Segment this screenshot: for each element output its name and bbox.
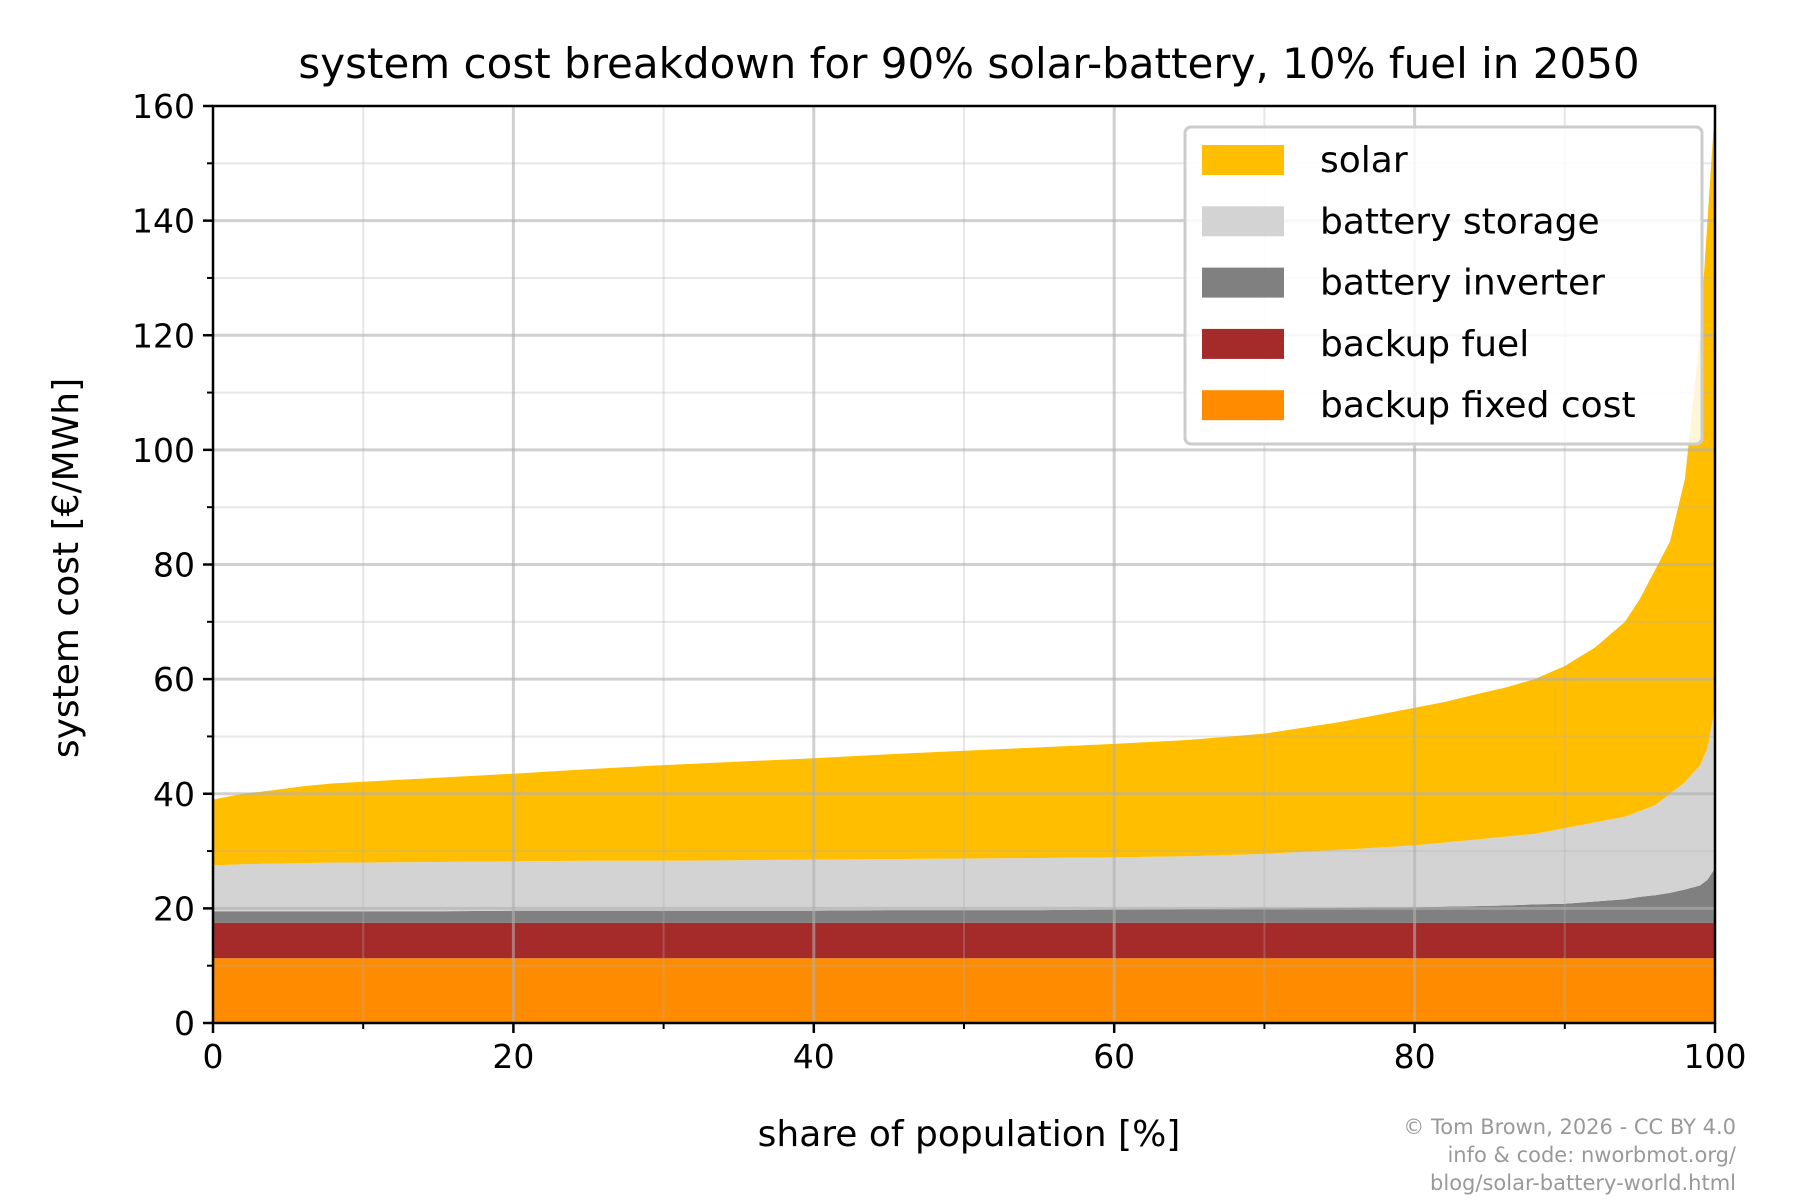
areas xyxy=(213,106,1715,1023)
x-tick-label: 40 xyxy=(793,1037,835,1076)
legend-label: backup fuel xyxy=(1320,324,1529,365)
credit-line-2: info & code: nworbmot.org/ xyxy=(1447,1143,1736,1167)
x-axis-label: share of population [%] xyxy=(758,1114,1181,1155)
area-backup-fixed-cost xyxy=(213,958,1715,1023)
legend-label: battery storage xyxy=(1320,201,1600,242)
ticks: 0 20 40 60 80 100 0 20 40 60 80 100 120 140 160 xyxy=(132,87,1747,1076)
y-tick-label: 20 xyxy=(153,889,195,928)
chart-title: system cost breakdown for 90% solar-batt… xyxy=(298,39,1639,88)
y-tick-label: 0 xyxy=(174,1004,195,1043)
legend-swatch xyxy=(1202,267,1284,298)
credit-line-3: blog/solar-battery-world.html xyxy=(1430,1171,1736,1195)
x-tick-label: 20 xyxy=(492,1037,534,1076)
x-tick-label: 100 xyxy=(1684,1037,1747,1076)
legend-label: backup fixed cost xyxy=(1320,385,1636,426)
area-backup-fuel xyxy=(213,922,1715,959)
y-tick-label: 140 xyxy=(132,202,195,241)
x-tick-label: 0 xyxy=(203,1037,224,1076)
area-battery-storage xyxy=(213,707,1715,912)
legend-label: battery inverter xyxy=(1320,263,1605,304)
y-tick-label: 40 xyxy=(153,775,195,814)
legend: solar battery storage battery inverter back… xyxy=(1183,125,1704,446)
y-tick-label: 160 xyxy=(132,87,195,126)
credit-line-1: © Tom Brown, 2026 - CC BY 4.0 xyxy=(1403,1115,1736,1139)
legend-label: solar xyxy=(1320,140,1408,181)
y-tick-label: 120 xyxy=(132,316,195,355)
legend-swatch xyxy=(1202,390,1284,421)
y-tick-label: 100 xyxy=(132,431,195,470)
legend-swatch xyxy=(1202,328,1284,359)
legend-swatch xyxy=(1202,206,1284,237)
area-solar xyxy=(213,106,1715,866)
legend-box xyxy=(1183,125,1704,446)
legend-swatch xyxy=(1202,145,1284,175)
y-tick-label: 60 xyxy=(153,660,195,699)
x-tick-label: 80 xyxy=(1394,1037,1436,1076)
y-tick-label: 80 xyxy=(153,546,195,585)
y-axis-label: system cost [€/MWh] xyxy=(46,378,87,758)
x-tick-label: 60 xyxy=(1093,1037,1135,1076)
